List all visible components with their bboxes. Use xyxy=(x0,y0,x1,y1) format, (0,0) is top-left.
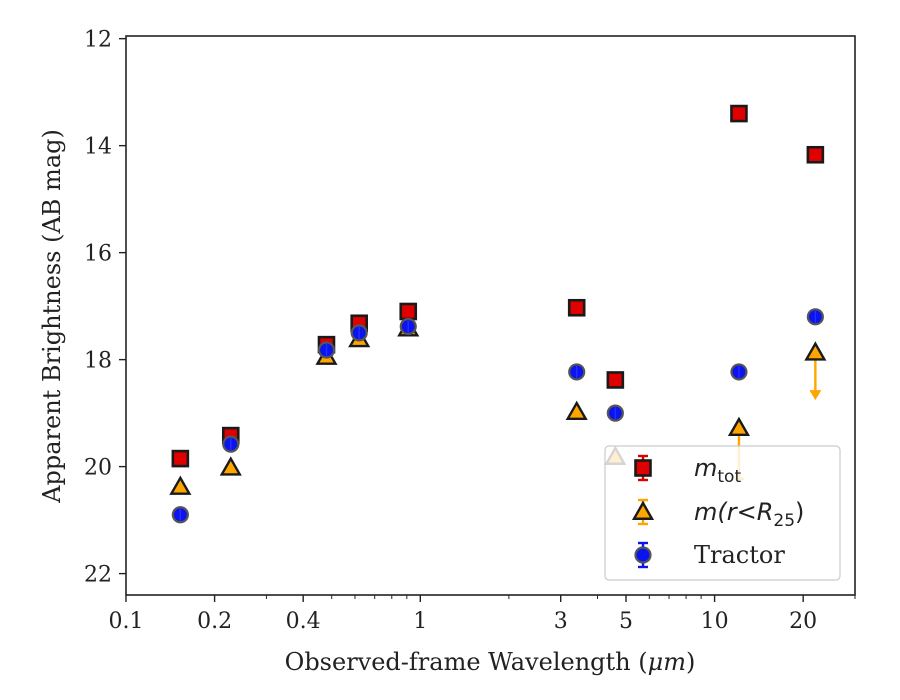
mr25-point-5 xyxy=(565,400,588,421)
mtot-point-5 xyxy=(567,298,586,317)
mtot-point-8 xyxy=(806,145,825,164)
y-tick-label-2: 16 xyxy=(84,242,112,267)
x-tick-label-3: 1 xyxy=(413,609,427,634)
legend: mtot m(r<R25) Tractor xyxy=(604,445,841,581)
y-tick-label-4: 20 xyxy=(84,456,112,481)
mtot-point-6 xyxy=(606,371,625,389)
legend-label-mr25: m(r<R25) xyxy=(694,498,804,531)
x-tick-label-4: 3 xyxy=(554,609,568,634)
legend-box xyxy=(604,445,841,581)
x-tick-label-0: 0.1 xyxy=(109,609,144,634)
x-axis-label: Observed-frame Wavelength (μm) xyxy=(285,648,696,676)
plot-frame xyxy=(125,35,856,596)
mtot-point-0 xyxy=(171,449,190,468)
x-tick-label-6: 10 xyxy=(701,609,729,634)
x-tick-label-1: 0.2 xyxy=(197,609,232,634)
x-tick-label-7: 20 xyxy=(789,609,817,634)
mr25-point-8 xyxy=(804,341,827,361)
mr25-point-7 xyxy=(727,416,751,437)
axis-ticks: 0.1 0.2 0.4 1 3 5 10 20 12 14 16 18 20 22 xyxy=(84,28,856,634)
legend-marker-tractor xyxy=(634,546,652,564)
mtot-point-7 xyxy=(730,104,748,123)
legend-label-tractor: Tractor xyxy=(694,541,785,569)
mtot-point-4 xyxy=(399,302,418,321)
y-tick-label-1: 14 xyxy=(84,135,112,160)
legend-marker-mtot xyxy=(634,459,652,477)
y-axis-label: Apparent Brightness (AB mag) xyxy=(38,129,66,504)
x-axis-unit: μm xyxy=(648,648,686,676)
legend-label-mtot: mtot xyxy=(694,454,741,487)
mr25-point-0 xyxy=(169,475,192,495)
y-tick-label-3: 18 xyxy=(84,349,112,374)
mr25-point-1 xyxy=(219,456,242,476)
x-tick-label-2: 0.4 xyxy=(286,609,321,634)
legend-marker-mr25 xyxy=(631,500,655,520)
y-tick-label-5: 22 xyxy=(84,563,112,588)
x-tick-label-5: 5 xyxy=(619,609,633,634)
mr25-limit-arrow-8 xyxy=(809,390,822,401)
y-tick-label-0: 12 xyxy=(84,28,112,53)
